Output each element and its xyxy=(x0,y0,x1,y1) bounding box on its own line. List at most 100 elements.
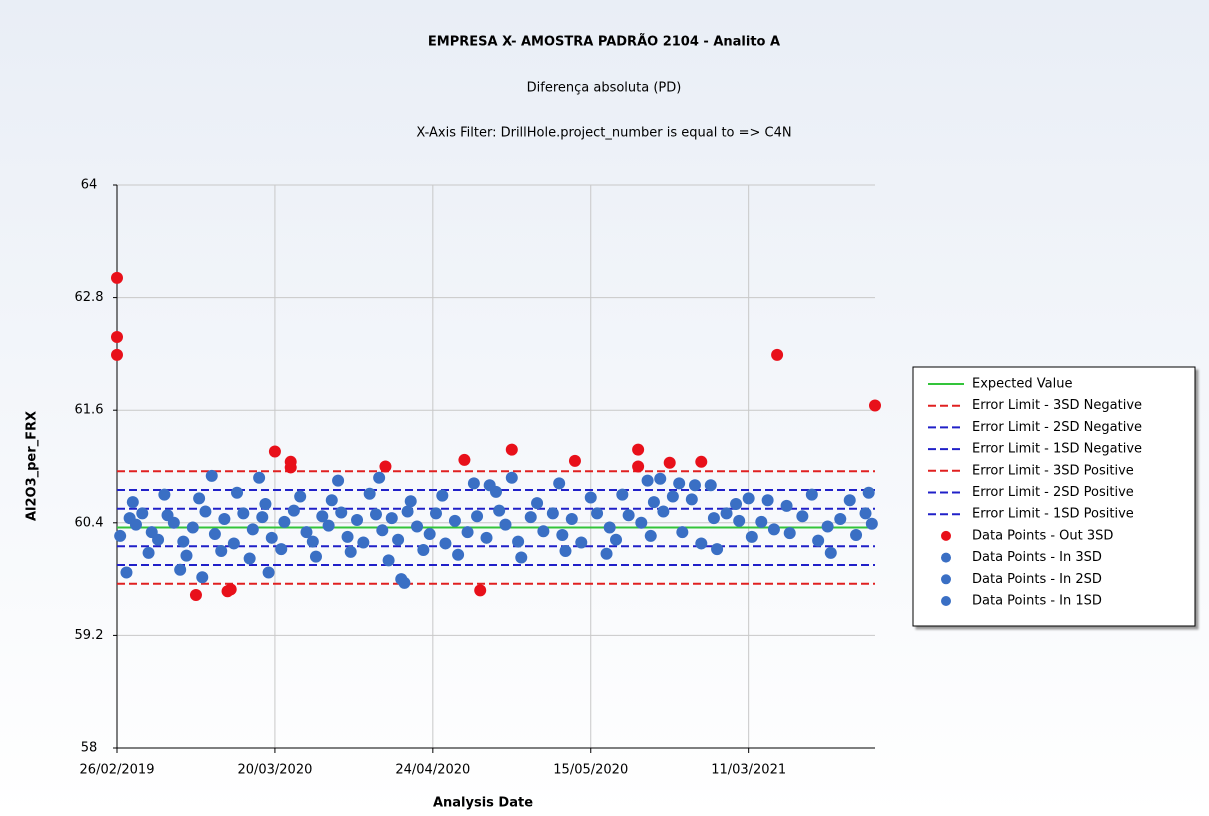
data-point xyxy=(259,498,272,511)
legend-swatch xyxy=(941,552,951,563)
data-point xyxy=(591,507,604,520)
data-point xyxy=(341,530,354,543)
data-point xyxy=(208,528,221,541)
legend-label: Error Limit - 1SD Negative xyxy=(972,442,1142,457)
data-point xyxy=(796,510,809,523)
y-tick-label: 62.8 xyxy=(75,290,104,305)
data-point xyxy=(196,571,209,584)
data-point xyxy=(647,496,660,509)
data-point xyxy=(373,471,386,484)
data-point xyxy=(657,505,670,518)
data-point xyxy=(632,443,645,456)
data-point xyxy=(812,534,825,547)
data-point xyxy=(865,517,878,530)
data-point xyxy=(720,507,733,520)
data-point xyxy=(546,507,559,520)
data-point xyxy=(189,589,202,602)
data-point xyxy=(268,445,281,458)
data-point xyxy=(253,471,266,484)
data-point xyxy=(429,507,442,520)
data-point xyxy=(325,494,338,507)
x-tick-label: 24/04/2020 xyxy=(395,763,470,778)
data-point xyxy=(663,456,676,469)
legend-label: Data Points - In 2SD xyxy=(972,572,1102,587)
data-point xyxy=(707,512,720,525)
data-point xyxy=(761,494,774,507)
legend-swatch xyxy=(941,530,951,541)
data-point xyxy=(568,454,581,467)
data-point xyxy=(369,508,382,521)
data-point xyxy=(565,513,578,526)
data-point xyxy=(275,543,288,556)
legend-label: Error Limit - 3SD Negative xyxy=(972,398,1142,413)
filter-note: X-Axis Filter: DrillHole.project_number … xyxy=(416,126,791,141)
data-point xyxy=(704,479,717,492)
legend-label: Expected Value xyxy=(972,377,1072,392)
data-point xyxy=(265,531,278,544)
data-point xyxy=(256,511,269,524)
data-point xyxy=(824,546,837,559)
data-point xyxy=(224,583,237,596)
data-point xyxy=(641,474,654,487)
x-tick-label: 11/03/2021 xyxy=(711,763,786,778)
x-axis-label: Analysis Date xyxy=(433,796,533,811)
data-point xyxy=(467,477,480,490)
legend-label: Error Limit - 2SD Negative xyxy=(972,420,1142,435)
data-point xyxy=(111,348,123,361)
data-point xyxy=(436,489,449,502)
data-point xyxy=(215,544,228,557)
data-point xyxy=(733,514,746,527)
data-point xyxy=(335,506,348,519)
data-point xyxy=(136,507,149,520)
data-point xyxy=(474,584,487,597)
data-point xyxy=(231,486,244,499)
data-point xyxy=(850,528,863,541)
data-point xyxy=(821,520,834,533)
data-point xyxy=(278,515,291,528)
data-point xyxy=(158,488,171,501)
legend-label: Data Points - In 1SD xyxy=(972,594,1102,609)
y-tick-label: 59.2 xyxy=(75,628,104,643)
data-point xyxy=(300,526,313,539)
legend-label: Error Limit - 2SD Positive xyxy=(972,485,1134,500)
data-point xyxy=(357,536,370,549)
data-point xyxy=(126,496,139,509)
data-point xyxy=(458,453,471,466)
data-point xyxy=(129,518,142,531)
data-point xyxy=(246,523,259,536)
data-point xyxy=(745,530,758,543)
data-point xyxy=(644,529,657,542)
data-point xyxy=(600,547,613,560)
data-point xyxy=(114,529,127,542)
data-point xyxy=(309,550,322,563)
data-point xyxy=(531,497,544,510)
data-point xyxy=(622,509,635,522)
data-point xyxy=(515,551,528,564)
data-point xyxy=(392,533,405,546)
data-point xyxy=(771,348,784,361)
legend-label: Data Points - In 3SD xyxy=(972,550,1102,565)
data-point xyxy=(695,537,708,550)
data-point xyxy=(174,563,187,576)
x-tick-label: 26/02/2019 xyxy=(80,763,155,778)
data-point xyxy=(284,461,297,474)
data-point xyxy=(755,515,768,528)
data-point xyxy=(556,528,569,541)
data-point xyxy=(376,524,389,537)
legend-label: Error Limit - 1SD Positive xyxy=(972,507,1134,522)
data-point xyxy=(120,566,133,579)
data-point xyxy=(404,495,417,508)
data-point xyxy=(676,526,689,539)
data-point xyxy=(186,521,199,534)
data-point xyxy=(499,518,512,531)
y-tick-label: 58 xyxy=(81,741,98,756)
data-point xyxy=(780,499,793,512)
data-point xyxy=(218,513,231,526)
y-tick-label: 60.4 xyxy=(75,515,104,530)
data-point xyxy=(730,498,743,511)
x-tick-label: 15/05/2020 xyxy=(553,763,628,778)
data-point xyxy=(553,477,566,490)
legend-swatch xyxy=(941,596,951,606)
